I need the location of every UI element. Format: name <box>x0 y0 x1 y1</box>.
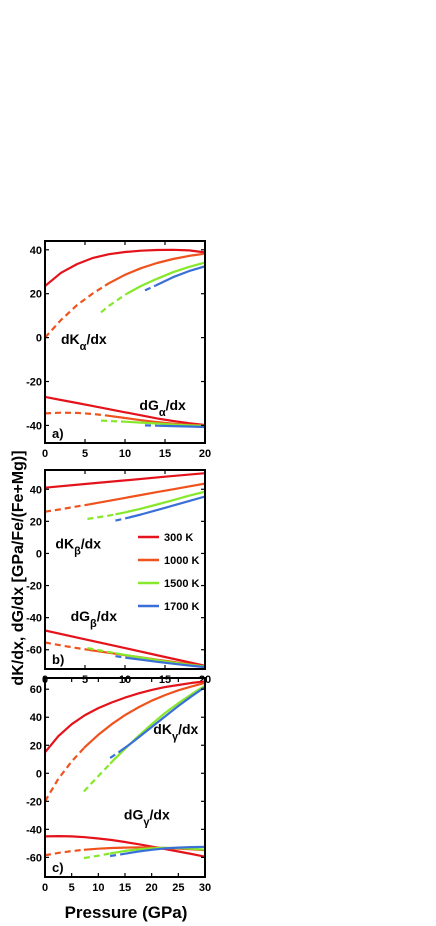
x-tick-label: 20 <box>146 882 158 894</box>
legend-label: 1000 K <box>164 555 200 567</box>
series-1700k-k-dashed-line <box>115 516 130 522</box>
x-tick-label: 30 <box>199 882 211 894</box>
series-1500k-k-dashed-line <box>100 292 128 314</box>
series-1000k-k-solid-line <box>88 482 205 506</box>
series-300k-g-solid-line <box>45 629 205 667</box>
series-300k-g-solid-line <box>45 395 205 427</box>
annotation-g: dGα/dx <box>139 397 186 419</box>
series-1500k-g-solid-line <box>109 846 205 855</box>
y-tick-label: 20 <box>30 740 42 752</box>
y-tick-label: 40 <box>30 245 42 257</box>
series-1700k-g-solid-line <box>120 845 205 856</box>
y-tick-label: -40 <box>26 613 42 625</box>
y-tick-label: 0 <box>36 333 42 345</box>
y-tick-label: -60 <box>26 645 42 657</box>
y-tick-label: -20 <box>26 796 42 808</box>
y-tick-label: -20 <box>26 581 42 593</box>
series-1700k-k-solid-line <box>154 265 205 287</box>
annotation-k: dKβ/dx <box>55 536 101 558</box>
x-tick-label: 5 <box>82 448 88 460</box>
series-1700k-g-solid-line <box>155 424 205 429</box>
series-1000k-k-solid-line <box>83 681 205 749</box>
series-1700k-g-dashed-line <box>115 655 130 660</box>
x-tick-label: 15 <box>159 448 171 460</box>
series-lines <box>45 680 205 860</box>
series-1700k-k-dashed-line <box>109 749 122 759</box>
series-1000k-k-dashed-line <box>45 503 90 513</box>
y-tick-label: 60 <box>30 684 42 696</box>
legend-label: 300 K <box>164 532 193 544</box>
series-1000k-k-solid-line <box>104 252 205 287</box>
series-1500k-k-dashed-line <box>83 763 111 793</box>
series-1500k-g-dashed-line <box>100 419 127 423</box>
series-300k-g-solid-line <box>45 835 205 858</box>
series-300k-k-solid-line <box>45 472 205 489</box>
series-1700k-g-dashed-line <box>109 853 121 858</box>
series-300k-k-solid-line <box>45 680 205 754</box>
legend-label: 1700 K <box>164 601 200 613</box>
series-1700k-g-solid-line <box>128 657 205 669</box>
y-tick-label: -60 <box>26 852 42 864</box>
series-1700k-k-solid-line <box>120 686 205 752</box>
panel-3: 0 5 10 15 20 25 30 -60 -40 -20 0 20 40 60 c) dKγ/dx dGγ/… <box>26 677 211 894</box>
annotation-k: dKγ/dx <box>153 721 198 743</box>
y-tick-label: -40 <box>26 824 42 836</box>
x-tick-label: 10 <box>119 448 131 460</box>
series-1500k-k-solid-line <box>126 261 205 295</box>
x-tick-label: 20 <box>199 448 211 460</box>
y-tick-label: 0 <box>36 768 42 780</box>
legend-label: 1500 K <box>164 578 200 590</box>
y-axis-title: dK/dx, dG/dx [GPa/Fe/(Fe+Mg)] <box>10 450 27 685</box>
y-tick-label: 20 <box>30 516 42 528</box>
series-1500k-k-dashed-line <box>87 513 116 520</box>
y-tick-label: 40 <box>30 484 42 496</box>
annotation-g: dGγ/dx <box>124 807 170 829</box>
panel-1: 0 5 10 15 20 -40 -20 0 20 40 a) dKα/dx dGα/dx <box>26 240 211 460</box>
series-1000k-k-dashed-line <box>45 747 85 802</box>
series-1000k-g-dashed-line <box>45 411 106 417</box>
x-tick-label: 5 <box>82 674 88 686</box>
y-tick-label: 0 <box>36 548 42 560</box>
series-1500k-k-solid-line <box>115 490 205 516</box>
series-1500k-k-solid-line <box>109 684 205 765</box>
x-tick-label: 0 <box>42 448 48 460</box>
y-tick-label: 20 <box>30 289 42 301</box>
series-lines <box>45 248 205 429</box>
annotation-k: dKα/dx <box>61 331 107 353</box>
x-axis-title: Pressure (GPa) <box>65 903 188 922</box>
y-tick-label: -40 <box>26 420 42 432</box>
x-tick-label: 15 <box>159 674 171 686</box>
panel-label: c) <box>52 860 64 875</box>
series-300k-k-solid-line <box>45 248 205 287</box>
plot-frame <box>44 469 206 670</box>
panel-label: b) <box>52 652 64 667</box>
panel-label: a) <box>52 426 64 441</box>
series-lines <box>45 472 205 669</box>
series-1000k-g-dashed-line <box>45 641 90 651</box>
x-tick-label: 0 <box>42 882 48 894</box>
series-1700k-k-dashed-line <box>144 284 156 292</box>
series-1700k-k-solid-line <box>128 495 205 519</box>
series-1500k-g-dashed-line <box>83 852 111 860</box>
series-1500k-g-dashed-line <box>87 647 116 655</box>
x-tick-label: 25 <box>172 882 184 894</box>
y-tick-label: -20 <box>26 377 42 389</box>
annotation-g: dGβ/dx <box>71 608 118 630</box>
x-tick-label: 15 <box>119 882 131 894</box>
x-tick-label: 5 <box>69 882 75 894</box>
y-tick-label: 40 <box>30 712 42 724</box>
legend: 300 K 1000 K 1500 K 1700 K <box>138 532 200 613</box>
series-1000k-k-dashed-line <box>45 284 106 339</box>
series-1000k-g-dashed-line <box>45 848 85 857</box>
x-tick-label: 10 <box>92 882 104 894</box>
